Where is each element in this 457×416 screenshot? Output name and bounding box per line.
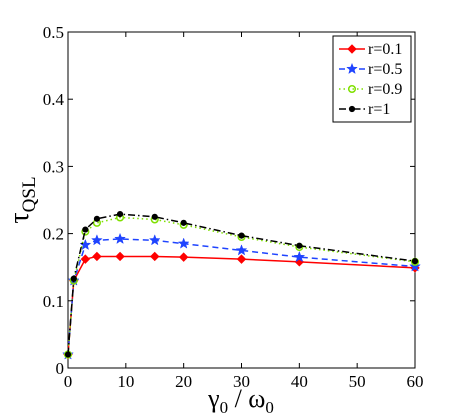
data-point: [116, 211, 124, 218]
legend-label: r=0.1: [368, 41, 402, 58]
y-tick-label: 0.4: [43, 90, 65, 109]
data-point: [409, 260, 421, 272]
x-axis-title-sep: / ω: [228, 384, 265, 413]
x-tick-label: 0: [64, 372, 73, 391]
data-point: [150, 251, 160, 262]
data-point: [82, 226, 89, 233]
x-tick-label: 20: [175, 372, 192, 391]
legend: r=0.1 r=0.5 r=0.9 r=1: [332, 35, 412, 123]
data-point: [115, 251, 125, 262]
y-tick-label: 0: [56, 359, 65, 378]
data-point: [151, 213, 158, 220]
x-axis-title-main: γ: [207, 384, 220, 413]
data-point: [148, 234, 161, 246]
data-point: [178, 252, 189, 262]
y-tick-label: 0.1: [43, 292, 64, 311]
data-point: [347, 44, 357, 54]
data-point: [91, 234, 103, 246]
y-tick-label: 0.5: [43, 23, 64, 42]
data-point: [296, 242, 303, 249]
series-line: [67, 238, 416, 355]
data-point: [293, 250, 306, 263]
series-line: [67, 255, 416, 355]
legend-label: r=1: [368, 101, 390, 118]
series-r=1: [64, 211, 419, 358]
data-point: [92, 251, 102, 262]
x-axis-title-sub1: 0: [220, 398, 229, 416]
data-point: [93, 215, 101, 222]
data-point: [80, 254, 91, 264]
data-point: [347, 84, 357, 94]
x-tick-label: 10: [117, 372, 134, 391]
data-point: [114, 232, 126, 245]
data-point: [411, 258, 419, 265]
data-point: [177, 237, 190, 249]
y-axis-title-main: τ: [4, 212, 35, 223]
y-axis-title: τQSL: [4, 176, 40, 223]
legend-label: r=0.5: [368, 61, 402, 78]
y-axis-title-sub: QSL: [19, 176, 40, 212]
series-layer: [62, 211, 421, 360]
x-tick-label: 40: [291, 372, 308, 391]
data-point: [346, 62, 358, 75]
y-tick-label: 0.3: [43, 157, 64, 176]
data-point: [348, 105, 356, 113]
series-line: [67, 216, 416, 355]
x-tick-label: 30: [233, 372, 250, 391]
data-point: [236, 254, 247, 264]
y-tick-label: 0.2: [43, 225, 64, 244]
legend-label: r=0.9: [368, 81, 402, 98]
x-tick-label: 60: [407, 372, 424, 391]
data-point: [238, 232, 245, 239]
x-axis-title: γ0 / ω0: [207, 384, 274, 416]
x-axis: 0 10 20 30 40 50 60: [64, 32, 424, 391]
data-point: [64, 351, 72, 358]
x-tick-label: 50: [349, 372, 366, 391]
legend-box: [332, 35, 412, 123]
data-point: [180, 219, 187, 226]
x-axis-title-sub2: 0: [265, 398, 274, 416]
data-point: [70, 275, 77, 282]
legend-items: r=0.1 r=0.5 r=0.9 r=1: [339, 41, 402, 118]
y-axis: 0 0.1 0.2 0.3 0.4 0.5: [43, 23, 415, 378]
data-point: [235, 244, 248, 256]
